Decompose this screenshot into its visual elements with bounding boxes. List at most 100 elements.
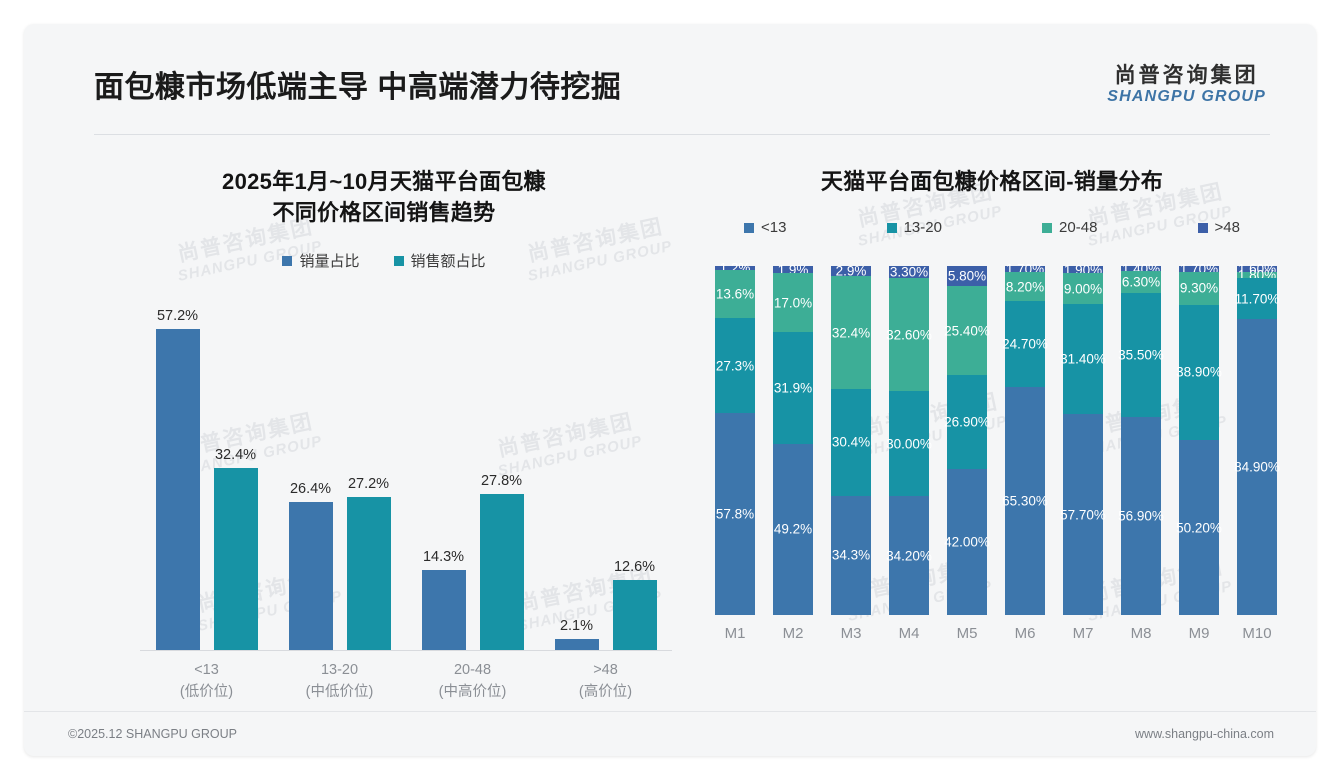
- stacked-segment[interactable]: 30.00%: [886, 391, 932, 496]
- bar-group: 57.2% 32.4%: [140, 301, 273, 651]
- stacked-segment[interactable]: 38.90%: [1176, 304, 1222, 441]
- segment-value-label: 9.00%: [1063, 281, 1103, 297]
- xaxis-tick-sub: (中低价位): [305, 684, 374, 701]
- legend-label: >48: [1214, 219, 1240, 237]
- xaxis-tick-label: M4: [898, 625, 920, 643]
- legend-item[interactable]: <13: [744, 219, 786, 236]
- stacked-column: 1.40% 6.30% 35.50% 56.90%: [1112, 261, 1170, 616]
- xaxis-tick-label: 20-48 (中高价位): [406, 660, 539, 704]
- stacked-bar[interactable]: 1.70% 8.20% 24.70% 65.30%: [1002, 262, 1048, 616]
- bar[interactable]: 27.8%: [479, 473, 524, 651]
- stacked-segment[interactable]: 84.90%: [1234, 318, 1280, 616]
- stacked-bar[interactable]: 1.9% 17.0% 31.9% 49.2%: [773, 262, 813, 616]
- stacked-segment[interactable]: 42.00%: [944, 468, 990, 616]
- stacked-segment[interactable]: 32.60%: [886, 277, 932, 392]
- stacked-segment[interactable]: 56.90%: [1118, 416, 1164, 616]
- stacked-segment[interactable]: 57.70%: [1060, 413, 1106, 616]
- segment-value-label: 9.30%: [1179, 280, 1219, 296]
- segment-value-label: 31.40%: [1060, 351, 1106, 367]
- xaxis-tick-label: M1: [724, 625, 746, 643]
- xaxis-tick-label: M10: [1242, 625, 1272, 643]
- bar[interactable]: 57.2%: [155, 308, 200, 651]
- stacked-segment[interactable]: 9.30%: [1179, 272, 1219, 305]
- stacked-segment[interactable]: 30.4%: [831, 389, 871, 496]
- legend-item[interactable]: 销量占比: [282, 250, 360, 271]
- stacked-segment[interactable]: 26.90%: [944, 375, 990, 469]
- segment-value-label: 84.90%: [1234, 459, 1280, 475]
- segment-value-label: 24.70%: [1002, 336, 1048, 352]
- segment-value-label: 57.70%: [1060, 507, 1106, 523]
- segment-value-label: 3.30%: [889, 264, 929, 280]
- legend-item[interactable]: 销售额占比: [393, 250, 486, 271]
- left-chart-axis: [140, 650, 672, 652]
- stacked-segment[interactable]: 35.50%: [1118, 293, 1164, 417]
- segment-value-label: 34.3%: [831, 547, 871, 563]
- stacked-bar[interactable]: 2.9% 32.4% 30.4% 34.3%: [831, 264, 871, 616]
- left-chart-title-line1: 2025年1月~10月天猫平台面包糠: [222, 169, 546, 194]
- stacked-bar[interactable]: 3.30% 32.60% 30.00% 34.20%: [886, 264, 932, 616]
- stacked-bar[interactable]: 1.70% 9.30% 38.90% 50.20%: [1176, 262, 1222, 616]
- stacked-segment[interactable]: 6.30%: [1121, 271, 1161, 294]
- bar[interactable]: 12.6%: [612, 559, 657, 651]
- bar-group: 2.1% 12.6%: [539, 301, 672, 651]
- stacked-bar[interactable]: 5.80% 25.40% 26.90% 42.00%: [944, 266, 990, 616]
- slide-footer: ©2025.12 SHANGPU GROUP www.shangpu-china…: [24, 712, 1316, 756]
- segment-value-label: 26.90%: [944, 414, 990, 430]
- website-link[interactable]: www.shangpu-china.com: [1135, 727, 1274, 741]
- xaxis-tick-label: M5: [956, 625, 978, 643]
- stacked-segment[interactable]: 1.9%: [773, 262, 813, 277]
- legend-swatch: [393, 255, 404, 266]
- stacked-segment[interactable]: 32.4%: [831, 276, 871, 390]
- stacked-bar[interactable]: 1.40% 6.30% 35.50% 56.90%: [1118, 261, 1164, 616]
- stacked-segment[interactable]: 1.90%: [1063, 262, 1103, 277]
- stacked-segment[interactable]: 2.9%: [831, 264, 871, 279]
- right-chart-bars: 1.2% 13.6% 27.3% 57.8% 1.9% 17.0% 31.9% 49.2% 2.…: [706, 261, 1286, 616]
- xaxis-tick-sub: (低价位): [179, 684, 234, 701]
- bar-value-label: 2.1%: [559, 617, 594, 634]
- legend-item[interactable]: 13-20: [886, 219, 942, 237]
- stacked-column: 1.2% 13.6% 27.3% 57.8%: [706, 261, 764, 616]
- stacked-bar[interactable]: 1.90% 9.00% 31.40% 57.70%: [1060, 262, 1106, 616]
- right-chart-legend: <13 13-20 20-48 >48: [692, 219, 1292, 236]
- stacked-bar[interactable]: 1.60% 1.80% 11.70% 84.90%: [1234, 262, 1280, 616]
- stacked-segment[interactable]: 8.20%: [1005, 272, 1045, 301]
- bar[interactable]: 32.4%: [213, 447, 258, 651]
- stacked-segment[interactable]: 9.00%: [1063, 272, 1103, 305]
- bar[interactable]: 27.2%: [346, 476, 391, 651]
- stacked-segment[interactable]: 5.80%: [947, 266, 987, 287]
- stacked-bar[interactable]: 1.2% 13.6% 27.3% 57.8%: [715, 261, 755, 616]
- stacked-segment[interactable]: 13.6%: [715, 270, 755, 318]
- stacked-segment[interactable]: 11.70%: [1235, 278, 1279, 319]
- xaxis-tick-label: M6: [1014, 625, 1036, 643]
- stacked-segment[interactable]: 34.3%: [831, 495, 871, 616]
- header-divider: [94, 134, 1270, 135]
- page-title: 面包糠市场低端主导 中高端潜力待挖掘: [94, 71, 622, 104]
- logo-text-en: SHANGPU GROUP: [1107, 88, 1266, 106]
- segment-value-label: 30.4%: [831, 434, 871, 450]
- stacked-segment[interactable]: 65.30%: [1002, 387, 1048, 616]
- stacked-segment[interactable]: 34.20%: [886, 496, 932, 616]
- stacked-segment[interactable]: 3.30%: [889, 264, 929, 280]
- stacked-segment[interactable]: 31.9%: [773, 332, 813, 444]
- segment-value-label: 5.80%: [947, 268, 987, 284]
- legend-item[interactable]: >48: [1197, 219, 1240, 237]
- stacked-segment[interactable]: 49.2%: [773, 443, 813, 616]
- stacked-segment[interactable]: 24.70%: [1002, 300, 1048, 388]
- bar[interactable]: 14.3%: [421, 549, 466, 651]
- legend-label: 13-20: [903, 219, 942, 237]
- bar[interactable]: 26.4%: [288, 481, 333, 651]
- legend-label: 20-48: [1059, 219, 1098, 237]
- stacked-segment[interactable]: 17.0%: [773, 272, 813, 333]
- stacked-segment[interactable]: 25.40%: [944, 286, 990, 376]
- segment-value-label: 32.60%: [886, 327, 932, 343]
- segment-value-label: 25.40%: [944, 323, 990, 339]
- stacked-segment[interactable]: 57.8%: [715, 413, 755, 616]
- xaxis-tick-sub: (中高价位): [438, 684, 507, 701]
- stacked-segment[interactable]: 31.40%: [1060, 304, 1106, 414]
- stacked-segment[interactable]: 27.3%: [715, 317, 755, 414]
- stacked-segment[interactable]: 50.20%: [1176, 440, 1222, 616]
- bar[interactable]: 2.1%: [554, 618, 599, 651]
- legend-item[interactable]: 20-48: [1042, 219, 1097, 236]
- segment-value-label: 50.20%: [1176, 520, 1222, 536]
- logo-text-cn: 尚普咨询集团: [1114, 64, 1259, 87]
